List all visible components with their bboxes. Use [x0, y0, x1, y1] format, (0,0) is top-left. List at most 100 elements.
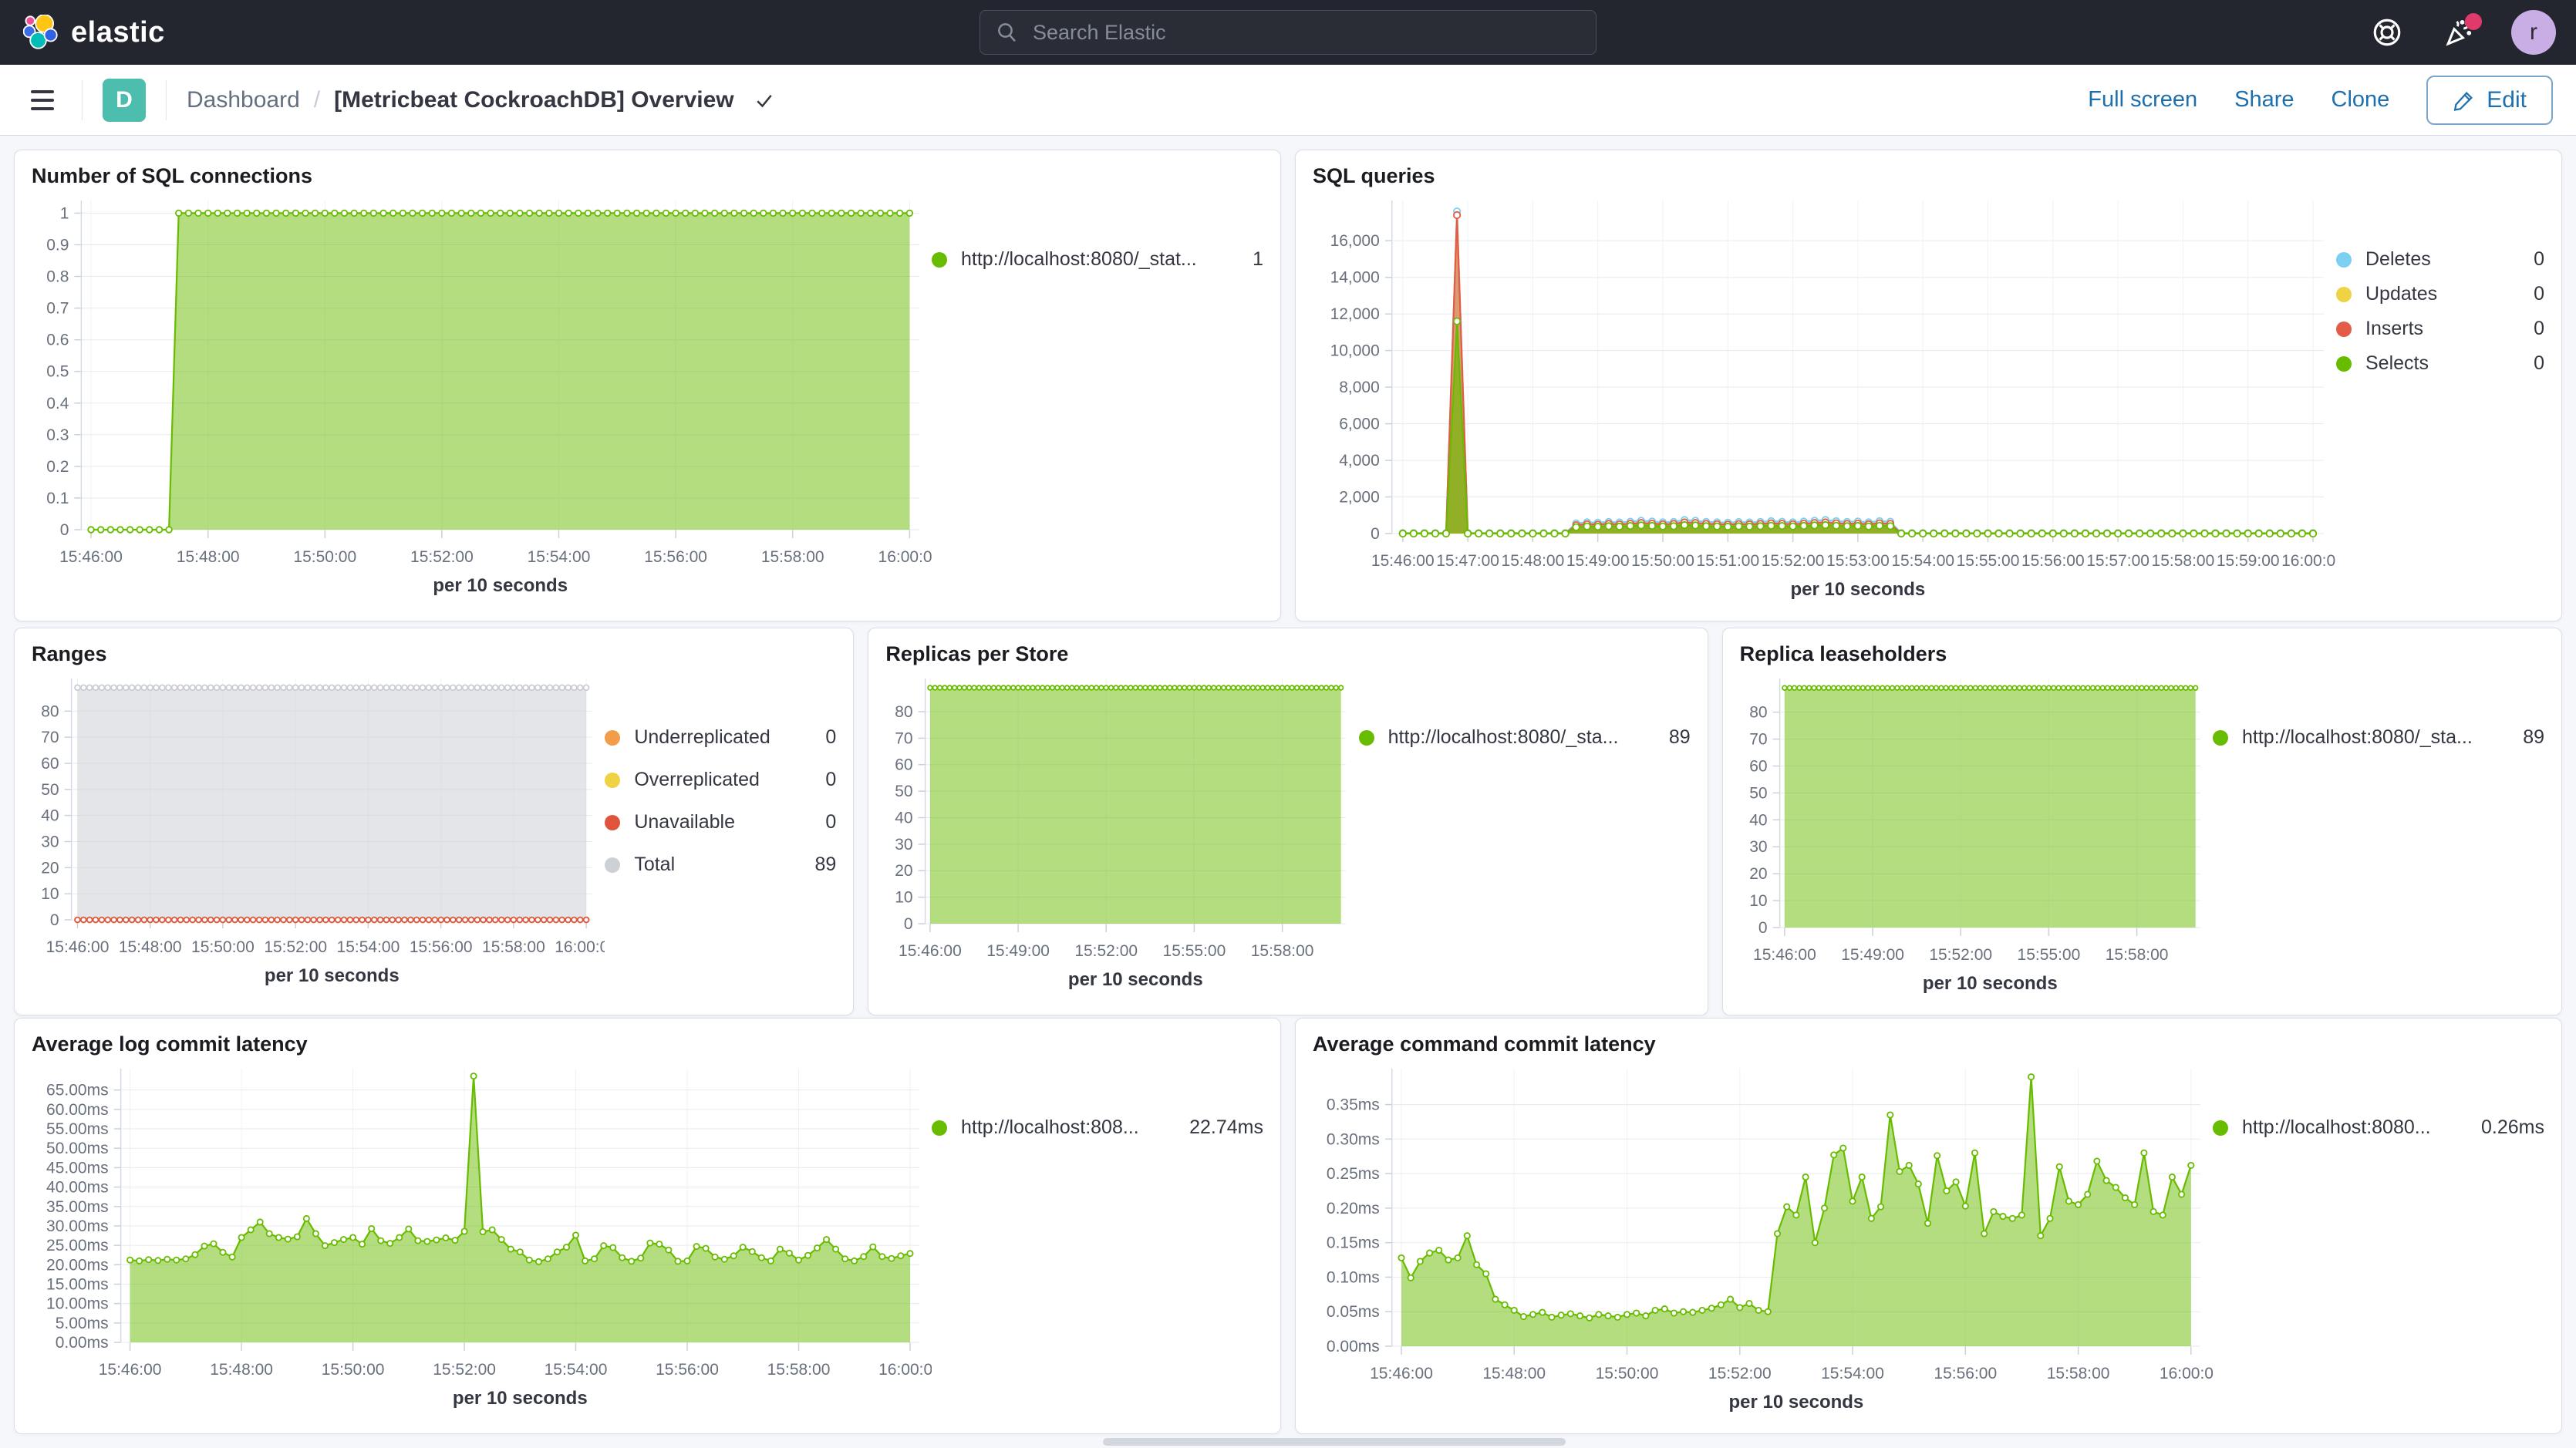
magnifier-icon — [996, 21, 1019, 44]
svg-text:14,000: 14,000 — [1330, 269, 1380, 287]
legend-item[interactable]: http://localhost:8080/_stat... 1 — [932, 248, 1263, 271]
svg-text:15:50:00: 15:50:00 — [191, 938, 255, 956]
lifebuoy-icon — [2371, 16, 2403, 49]
legend-dot-icon — [605, 772, 621, 788]
svg-text:0.7: 0.7 — [46, 300, 69, 318]
svg-text:40: 40 — [895, 810, 913, 827]
legend-item[interactable]: http://localhost:8080/_sta... 89 — [1358, 726, 1691, 749]
share-button[interactable]: Share — [2234, 87, 2294, 112]
legend-dot-icon — [2336, 355, 2352, 372]
help-button[interactable] — [2366, 12, 2408, 53]
panel-title[interactable]: SQL queries — [1313, 164, 1435, 187]
user-avatar[interactable]: r — [2511, 10, 2556, 55]
svg-text:45.00ms: 45.00ms — [46, 1159, 109, 1177]
legend-dot-icon — [605, 857, 621, 873]
toolbar-divider — [166, 79, 167, 120]
hamburger-icon — [31, 89, 54, 93]
svg-text:15:56:00: 15:56:00 — [1934, 1365, 1997, 1382]
panel-title[interactable]: Number of SQL connections — [32, 164, 313, 187]
space-switcher-badge[interactable]: D — [103, 78, 146, 122]
legend-item[interactable]: http://localhost:8080/_sta... 89 — [2213, 726, 2544, 749]
legend-value: 0 — [825, 726, 837, 748]
legend-item[interactable]: http://localhost:8080... 0.26ms — [2213, 1116, 2544, 1139]
legend-label: Selects — [2365, 352, 2429, 374]
legend-item[interactable]: Overreplicated 0 — [605, 769, 836, 791]
checkmark-icon[interactable] — [753, 89, 776, 112]
page-title: [Metricbeat CockroachDB] Overview — [334, 86, 734, 113]
svg-text:0.00ms: 0.00ms — [56, 1334, 109, 1352]
breadcrumb-dashboard-link[interactable]: Dashboard — [187, 86, 300, 113]
legend-value: 89 — [814, 854, 837, 875]
legend-item[interactable]: Underreplicated 0 — [605, 726, 836, 749]
chart-legend: http://localhost:8080/_sta... 89 — [2213, 666, 2544, 1005]
legend-dot-icon — [2336, 251, 2352, 268]
panel-title[interactable]: Average command commit latency — [1313, 1032, 1656, 1056]
svg-text:15:58:00: 15:58:00 — [482, 938, 545, 956]
svg-text:15:56:00: 15:56:00 — [656, 1361, 719, 1379]
svg-text:16:00:00: 16:00:00 — [2160, 1365, 2213, 1382]
panel-title[interactable]: Replica leaseholders — [1739, 642, 1947, 665]
panel-title[interactable]: Replicas per Store — [885, 642, 1069, 665]
legend-item[interactable]: Updates 0 — [2336, 283, 2544, 305]
svg-text:60: 60 — [1749, 758, 1767, 776]
legend-item[interactable]: Unavailable 0 — [605, 811, 836, 833]
svg-text:15:54:00: 15:54:00 — [337, 938, 400, 956]
search-input[interactable] — [1031, 19, 1580, 45]
svg-text:15:55:00: 15:55:00 — [2017, 946, 2080, 964]
global-search[interactable] — [979, 10, 1597, 55]
svg-text:15:58:00: 15:58:00 — [2105, 946, 2168, 964]
panel-title[interactable]: Ranges — [32, 642, 107, 665]
svg-text:15:52:00: 15:52:00 — [433, 1361, 496, 1379]
legend-value: 0 — [2534, 283, 2544, 305]
svg-text:15:46:00: 15:46:00 — [99, 1361, 162, 1379]
edit-button[interactable]: Edit — [2426, 75, 2553, 125]
svg-text:4,000: 4,000 — [1339, 452, 1380, 470]
full-screen-button[interactable]: Full screen — [2088, 87, 2198, 112]
svg-text:15:58:00: 15:58:00 — [2152, 552, 2215, 570]
svg-text:15:56:00: 15:56:00 — [410, 938, 473, 956]
legend-value: 1 — [1253, 248, 1263, 270]
breadcrumb: Dashboard / [Metricbeat CockroachDB] Ove… — [187, 87, 776, 113]
chart-sql-queries: 15:46:00 15:47:00 15:48:00 15:49:00 15:50:00… — [1313, 188, 2345, 611]
svg-text:30: 30 — [1749, 838, 1767, 856]
elastic-brand[interactable]: elastic — [23, 15, 165, 50]
legend-item[interactable]: http://localhost:808... 22.74ms — [932, 1116, 1263, 1139]
svg-text:15:54:00: 15:54:00 — [1891, 552, 1954, 570]
legend-item[interactable]: Selects 0 — [2336, 352, 2544, 375]
chart-legend: http://localhost:8080/_sta... 89 — [1358, 666, 1691, 1005]
clone-button[interactable]: Clone — [2331, 87, 2390, 112]
horizontal-scrollbar[interactable] — [1103, 1438, 1566, 1446]
svg-text:0: 0 — [60, 521, 69, 539]
svg-text:35.00ms: 35.00ms — [46, 1198, 109, 1216]
svg-text:16:00:00: 16:00:00 — [878, 1361, 932, 1379]
legend-value: 22.74ms — [1189, 1116, 1263, 1138]
elastic-logo-icon — [23, 15, 59, 50]
news-button[interactable] — [2439, 12, 2482, 53]
svg-text:15:54:00: 15:54:00 — [528, 548, 591, 566]
panel-replicas-per-store: Replicas per Store 15:46:00 15:49:00 15:52… — [868, 628, 1708, 1015]
legend-item[interactable]: Total 89 — [605, 854, 836, 876]
svg-text:0.15ms: 0.15ms — [1327, 1234, 1380, 1252]
panel-title[interactable]: Average log commit latency — [32, 1032, 308, 1056]
legend-label: Deletes — [2365, 248, 2431, 270]
svg-text:0.05ms: 0.05ms — [1327, 1303, 1380, 1321]
svg-text:per 10 seconds: per 10 seconds — [1068, 969, 1203, 990]
dashboard-toolbar: D Dashboard / [Metricbeat CockroachDB] O… — [0, 65, 2576, 136]
legend-item[interactable]: Deletes 0 — [2336, 248, 2544, 271]
svg-text:10: 10 — [41, 885, 59, 903]
svg-text:80: 80 — [895, 703, 913, 721]
legend-dot-icon — [2336, 286, 2352, 302]
svg-text:16:00:00: 16:00:00 — [555, 938, 605, 956]
svg-text:40: 40 — [41, 807, 59, 825]
svg-text:30: 30 — [41, 833, 59, 851]
svg-text:15:50:00: 15:50:00 — [1631, 552, 1694, 570]
svg-text:2,000: 2,000 — [1339, 489, 1380, 507]
legend-value: 0 — [2534, 248, 2544, 270]
svg-text:15:58:00: 15:58:00 — [761, 548, 824, 566]
svg-text:10: 10 — [1749, 892, 1767, 910]
legend-item[interactable]: Inserts 0 — [2336, 318, 2544, 340]
svg-text:0.1: 0.1 — [46, 490, 69, 507]
hamburger-menu-button[interactable] — [23, 83, 62, 118]
svg-text:15:46:00: 15:46:00 — [899, 942, 962, 960]
svg-text:0.3: 0.3 — [46, 426, 69, 444]
